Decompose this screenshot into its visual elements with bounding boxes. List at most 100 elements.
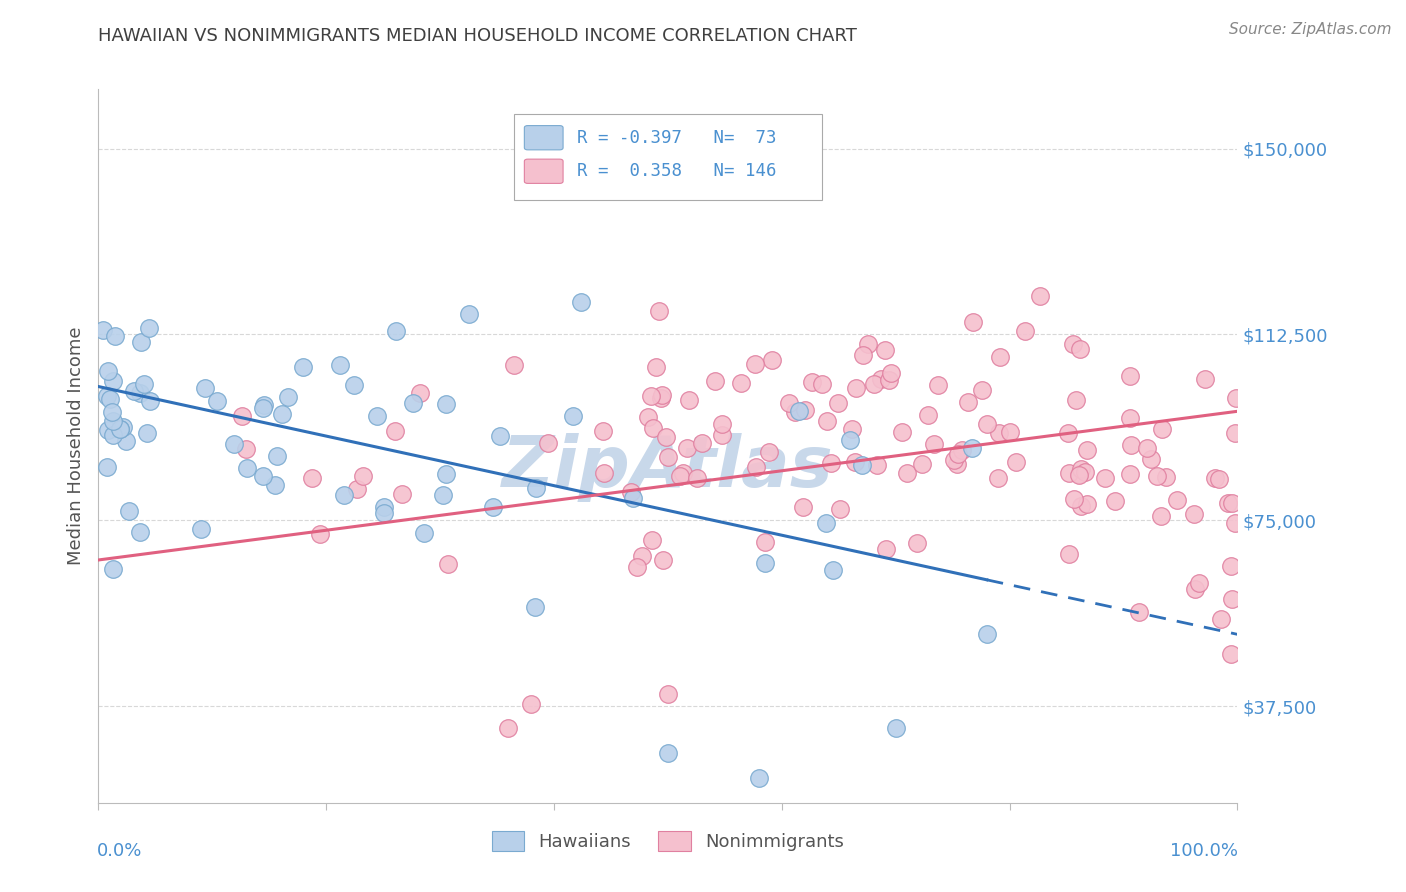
Point [1000, 425, 1022, 439]
Point [1223, 516, 1246, 531]
Point [301, 471, 323, 485]
Point [620, 484, 643, 499]
Point [987, 471, 1010, 485]
Point [1184, 582, 1206, 596]
Point [657, 450, 679, 465]
Point [277, 390, 299, 404]
Point [91, 323, 114, 337]
Point [754, 535, 776, 549]
Point [128, 385, 150, 400]
Text: Source: ZipAtlas.com: Source: ZipAtlas.com [1229, 22, 1392, 37]
Point [434, 397, 457, 411]
Point [946, 447, 969, 461]
Point [637, 409, 659, 424]
Point [844, 455, 866, 469]
Point [1119, 411, 1142, 425]
Point [884, 722, 907, 736]
Point [685, 470, 707, 484]
Point [821, 563, 844, 577]
Point [434, 467, 457, 481]
Point [631, 549, 654, 563]
Y-axis label: Median Household Income: Median Household Income [66, 326, 84, 566]
Point [111, 419, 134, 434]
Point [437, 558, 460, 572]
Point [851, 458, 873, 473]
Point [457, 307, 479, 321]
Point [231, 409, 253, 424]
Point [650, 391, 672, 405]
Point [943, 453, 966, 467]
Point [922, 436, 945, 450]
Text: 100.0%: 100.0% [1170, 842, 1239, 860]
Point [960, 442, 983, 456]
Point [1057, 547, 1080, 561]
Point [863, 376, 886, 391]
Point [1128, 605, 1150, 619]
Point [748, 771, 770, 785]
Point [135, 426, 157, 441]
Point [870, 372, 893, 386]
FancyBboxPatch shape [515, 114, 821, 200]
Point [643, 421, 665, 435]
Point [103, 414, 125, 428]
Point [115, 434, 138, 449]
Point [122, 384, 145, 398]
Point [730, 376, 752, 391]
Point [890, 425, 912, 440]
Point [537, 435, 560, 450]
Point [744, 358, 766, 372]
Point [134, 377, 156, 392]
Point [787, 404, 810, 418]
Point [384, 424, 406, 438]
Point [845, 381, 868, 395]
Point [271, 407, 294, 421]
Point [391, 487, 413, 501]
Point [927, 378, 949, 392]
Legend: Hawaiians, Nonimmigrants: Hawaiians, Nonimmigrants [485, 823, 851, 858]
Point [815, 413, 838, 427]
Point [1094, 470, 1116, 484]
Point [640, 389, 662, 403]
Point [346, 482, 368, 496]
Point [103, 375, 125, 389]
Point [1225, 391, 1247, 405]
Point [520, 697, 543, 711]
Point [222, 436, 245, 450]
Point [402, 396, 425, 410]
Point [108, 422, 131, 436]
Point [1188, 575, 1211, 590]
Point [841, 421, 863, 435]
Point [1067, 467, 1090, 481]
Point [481, 500, 503, 514]
Point [101, 427, 124, 442]
Point [800, 375, 823, 389]
Point [645, 359, 668, 374]
Point [778, 396, 800, 410]
Point [235, 442, 257, 456]
Point [1119, 368, 1142, 383]
Text: R =  0.358   N= 146: R = 0.358 N= 146 [576, 162, 776, 180]
Point [97, 423, 120, 437]
Point [561, 409, 583, 423]
Point [266, 449, 288, 463]
Point [1076, 443, 1098, 458]
Point [1119, 438, 1142, 452]
Text: HAWAIIAN VS NONIMMIGRANTS MEDIAN HOUSEHOLD INCOME CORRELATION CHART: HAWAIIAN VS NONIMMIGRANTS MEDIAN HOUSEHO… [98, 27, 858, 45]
Point [905, 535, 928, 549]
Point [308, 526, 330, 541]
Point [1150, 422, 1173, 436]
Point [962, 315, 984, 329]
Point [1064, 393, 1087, 408]
Point [489, 428, 512, 442]
Point [877, 373, 900, 387]
Point [1204, 471, 1226, 485]
Point [1069, 342, 1091, 356]
Point [409, 385, 432, 400]
Point [946, 457, 969, 471]
Point [838, 433, 860, 447]
Point [1218, 496, 1240, 510]
Point [1220, 647, 1243, 661]
Point [1063, 492, 1085, 507]
Point [1211, 612, 1233, 626]
Point [1070, 462, 1092, 476]
